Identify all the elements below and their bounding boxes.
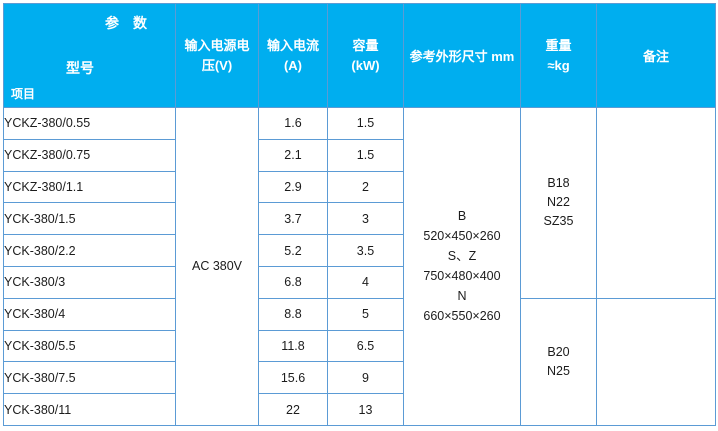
header-current-line2: (A) [283,57,303,73]
model-cell: YCK-380/7.5 [3,361,176,395]
capacity-cell: 5 [327,297,404,331]
capacity-cell: 9 [327,361,404,395]
dimensions-line: N [457,289,467,304]
table-row: YCK-380/2.2 5.2 3.5 [3,234,716,267]
table-row: YCK-380/11 22 13 [3,393,716,426]
capacity-cell: 1.5 [327,138,404,172]
remarks-group2-cell [596,297,716,426]
weight-line: N22 [547,195,570,210]
current-cell: 15.6 [258,361,328,395]
header-voltage-line2: 压(V) [201,57,233,73]
header-param-label: 参 数 [105,15,147,31]
dimensions-line: 660×550×260 [423,309,501,324]
voltage-merged-cell: AC 380V [175,107,259,426]
weight-group1-cell: B18 N22 SZ35 [520,107,597,299]
model-cell: YCK-380/2.2 [3,234,176,267]
table-row: YCKZ-380/1.1 2.9 2 [3,170,716,204]
current-cell: 2.1 [258,138,328,172]
weight-line: SZ35 [543,214,574,229]
current-cell: 5.2 [258,234,328,267]
header-current: 输入电流 (A) [258,3,328,108]
weight-line: B20 [547,344,570,359]
capacity-cell: 13 [327,393,404,426]
table-row: YCKZ-380/0.55 AC 380V 1.6 1.5 B 520×450×… [3,107,716,426]
model-cell: YCK-380/1.5 [3,202,176,236]
table-row: YCK-380/4 8.8 5 B20 N25 [3,297,716,426]
header-weight-line1: 重量 [545,37,572,53]
weight-line: N25 [547,363,570,378]
header-capacity: 容量 (kW) [327,3,404,108]
current-cell: 1.6 [258,107,328,140]
table-row: YCK-380/7.5 15.6 9 [3,361,716,395]
capacity-cell: 4 [327,265,404,299]
capacity-cell: 6.5 [327,329,404,363]
weight-line: B18 [547,176,570,191]
remarks-group1-cell [596,107,716,299]
header-row: 参 数 型号 项目 输入电源电 压(V) 输入电流 (A) [3,3,716,108]
header-corner-cell: 参 数 型号 项目 [3,3,176,108]
model-cell: YCKZ-380/1.1 [3,170,176,204]
current-cell: 3.7 [258,202,328,236]
header-voltage-line1: 输入电源电 [184,37,250,53]
header-model-label: 型号 [66,60,94,76]
capacity-cell: 3 [327,202,404,236]
header-current-line1: 输入电流 [266,37,319,53]
dimensions-line: 750×480×400 [423,269,501,284]
header-weight: 重量 ≈kg [520,3,597,108]
model-cell: YCKZ-380/0.75 [3,138,176,172]
model-cell: YCKZ-380/0.55 [3,107,176,140]
header-capacity-line2: (kW) [351,57,380,73]
header-remarks: 备注 [596,3,716,108]
spec-table: 参 数 型号 项目 输入电源电 压(V) 输入电流 (A) [3,3,716,426]
table-row: YCK-380/5.5 11.8 6.5 [3,329,716,363]
header-capacity-line1: 容量 [352,37,379,53]
capacity-cell: 3.5 [327,234,404,267]
dimensions-merged-cell: B 520×450×260 S、Z 750×480×400 N 660×550×… [403,107,521,426]
model-cell: YCK-380/5.5 [3,329,176,363]
capacity-cell: 2 [327,170,404,204]
dimensions-line: S、Z [447,249,477,264]
header-item-label: 项目 [11,87,36,101]
header-dimensions: 参考外形尺寸 mm [403,3,521,108]
table-row: YCK-380/3 6.8 4 [3,265,716,299]
current-cell: 8.8 [258,297,328,331]
header-weight-line2: ≈kg [547,57,570,73]
current-cell: 22 [258,393,328,426]
model-cell: YCK-380/3 [3,265,176,299]
capacity-cell: 1.5 [327,107,404,140]
model-cell: YCK-380/4 [3,297,176,331]
current-cell: 11.8 [258,329,328,363]
model-cell: YCK-380/11 [3,393,176,426]
weight-group2-cell: B20 N25 [520,297,597,426]
current-cell: 2.9 [258,170,328,204]
dimensions-line: B [457,209,467,224]
table-row: YCKZ-380/0.75 2.1 1.5 [3,138,716,172]
header-voltage: 输入电源电 压(V) [175,3,259,108]
dimensions-line: 520×450×260 [423,229,501,244]
current-cell: 6.8 [258,265,328,299]
